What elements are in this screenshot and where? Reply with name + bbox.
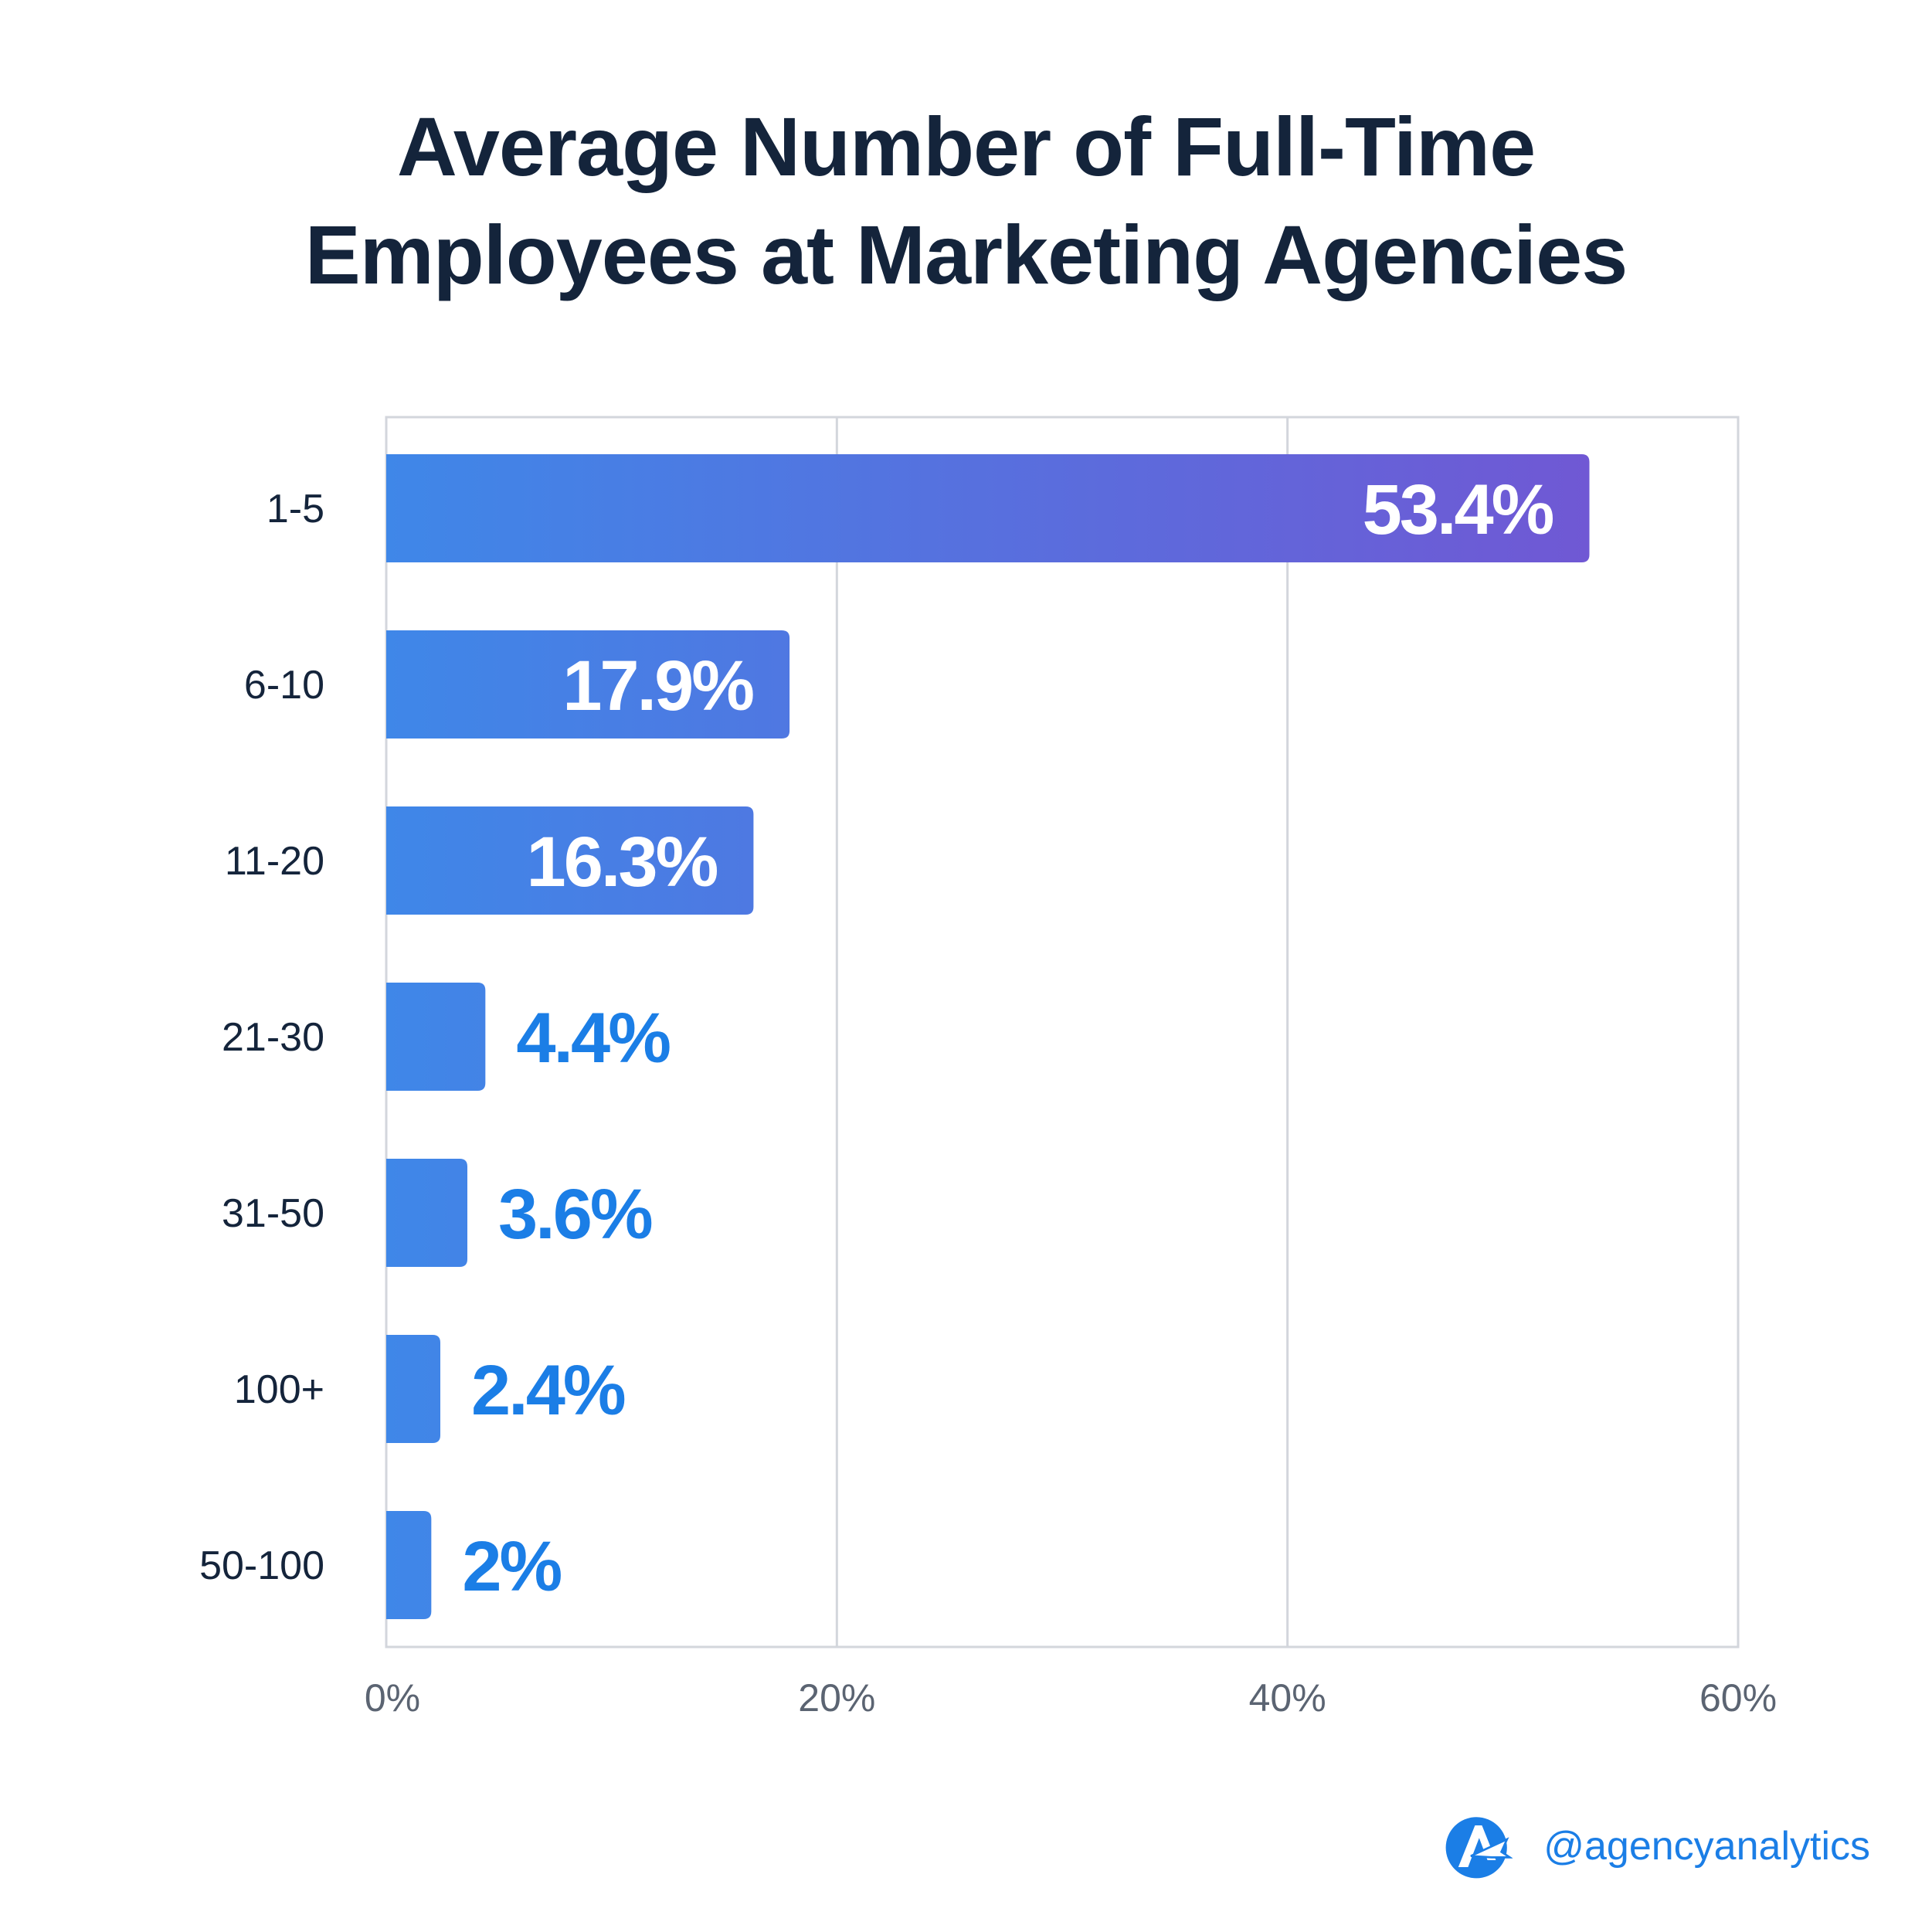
footer: @agencyanalytics bbox=[1443, 1811, 1870, 1881]
category-label-1-5: 1-5 bbox=[267, 487, 324, 531]
category-label-11-20: 11-20 bbox=[225, 839, 324, 884]
chart-title: Average Number of Full-Time Employees at… bbox=[0, 93, 1932, 309]
category-label-21-30: 21-30 bbox=[222, 1015, 324, 1060]
x-tick-label: 20% bbox=[798, 1676, 875, 1720]
x-tick-label: 0% bbox=[365, 1676, 420, 1720]
value-label-50-100: 2% bbox=[462, 1527, 561, 1606]
value-label-100+: 2.4% bbox=[471, 1351, 625, 1430]
category-label-31-50: 31-50 bbox=[222, 1191, 324, 1236]
value-label-31-50: 3.6% bbox=[498, 1175, 652, 1254]
category-label-100+: 100+ bbox=[234, 1367, 324, 1412]
bar-1-5 bbox=[386, 454, 1590, 562]
bar-100+ bbox=[386, 1335, 440, 1443]
x-tick-label: 40% bbox=[1249, 1676, 1326, 1720]
value-label-6-10: 17.9% bbox=[562, 647, 753, 725]
bar-11-20 bbox=[386, 806, 754, 915]
bar-21-30 bbox=[386, 983, 486, 1091]
bars bbox=[386, 454, 1590, 1619]
footer-handle[interactable]: @agencyanalytics bbox=[1543, 1824, 1870, 1869]
chart-title-line-1: Average Number of Full-Time bbox=[396, 100, 1536, 193]
value-label-21-30: 4.4% bbox=[516, 999, 670, 1078]
value-label-1-5: 53.4% bbox=[1363, 470, 1553, 549]
bar-31-50 bbox=[386, 1159, 467, 1267]
category-label-6-10: 6-10 bbox=[244, 663, 324, 708]
x-tick-label: 60% bbox=[1699, 1676, 1777, 1720]
x-tick-labels: 0% 20% 40% 60% bbox=[365, 1676, 1777, 1720]
chart-title-line-2: Employees at Marketing Agencies bbox=[304, 208, 1628, 301]
value-labels: 53.4% 17.9% 16.3% 4.4% 3.6% 2.4% 2% bbox=[462, 470, 1555, 1606]
agencyanalytics-logo-icon[interactable] bbox=[1443, 1811, 1513, 1881]
bar-50-100 bbox=[386, 1511, 432, 1619]
bar-6-10 bbox=[386, 630, 790, 739]
value-label-11-20: 16.3% bbox=[527, 823, 718, 901]
category-label-50-100: 50-100 bbox=[199, 1543, 324, 1588]
category-labels: 1-5 6-10 11-20 21-30 31-50 100+ 50-100 bbox=[199, 487, 324, 1588]
